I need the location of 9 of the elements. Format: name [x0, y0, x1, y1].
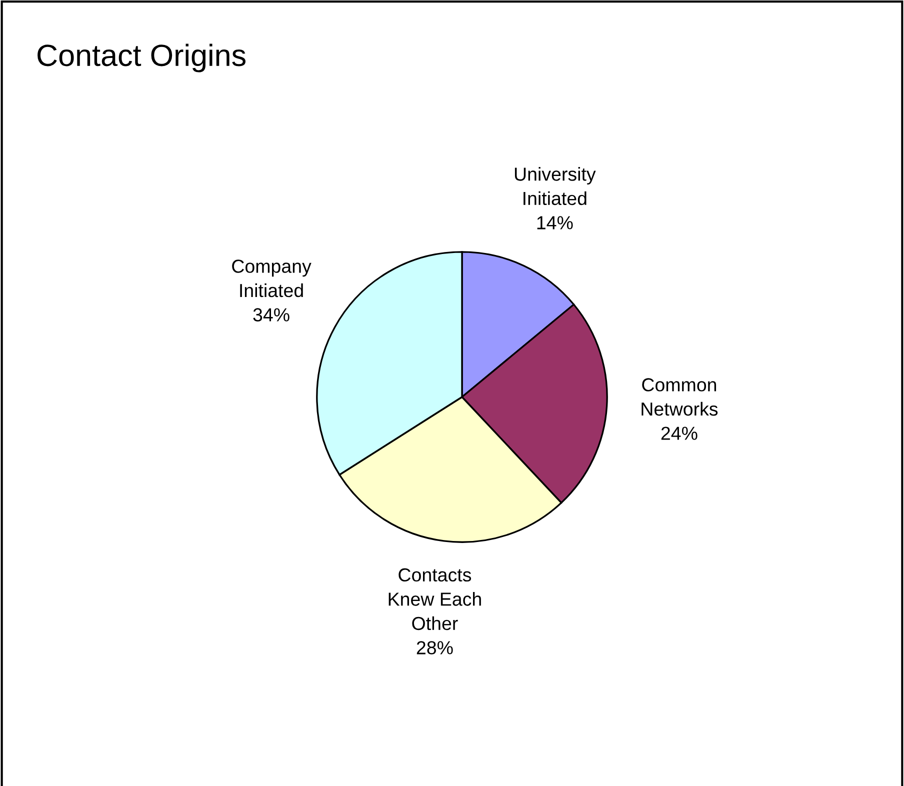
slice-label: Contacts Knew Each Other — [388, 568, 481, 630]
data-label: 28% — [416, 641, 453, 654]
data-label: 14% — [537, 216, 573, 230]
slice-label: University Initiated — [514, 167, 596, 206]
chart-title: Contact Origins — [38, 44, 246, 72]
data-label: 34% — [253, 308, 290, 322]
slice-label: Common Networks — [642, 378, 718, 416]
data-label: 24% — [661, 426, 698, 440]
slice-label: Company Initiated — [232, 260, 312, 298]
